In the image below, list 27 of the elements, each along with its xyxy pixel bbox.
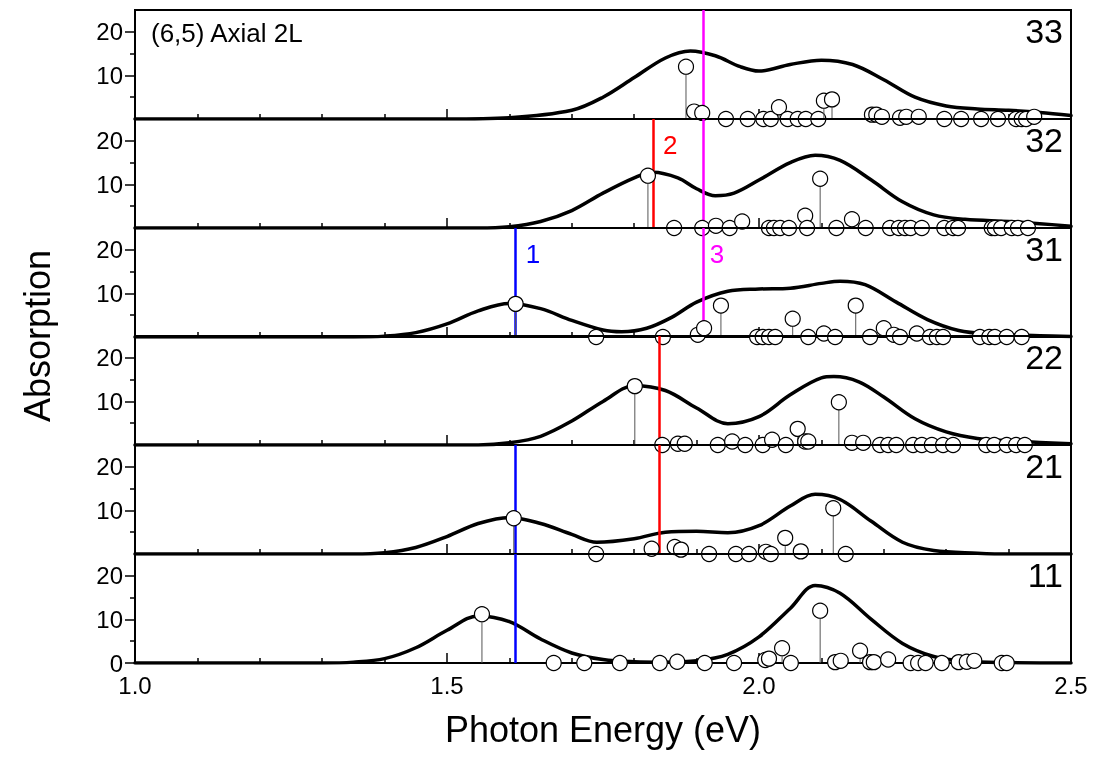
y-axis-title: Absorption [17, 250, 59, 423]
annotation: 31 [1025, 229, 1064, 268]
x-tick-label: 1.5 [430, 671, 464, 699]
annotation: 33 [1025, 12, 1064, 50]
annotation: 22 [1025, 338, 1064, 377]
y-tick-label: 10 [96, 61, 123, 89]
x-axis-title: Photon Energy (eV) [444, 708, 762, 750]
annotation: 21 [1025, 447, 1064, 486]
y-tick-label: 20 [96, 344, 123, 372]
y-tick-label: 20 [96, 127, 123, 155]
annotation: 3 [709, 238, 725, 269]
annotation: 11 [1027, 556, 1063, 594]
y-tick-label: 10 [96, 497, 123, 525]
y-tick-label: 20 [96, 562, 123, 590]
annotation: 1 [525, 238, 541, 269]
annotation: (6,5) Axial 2L [151, 18, 303, 48]
y-tick-label: 10 [96, 279, 123, 307]
x-tick-label: 2.0 [742, 671, 776, 699]
annotation: 32 [1025, 120, 1064, 159]
y-tick-label: 20 [96, 18, 123, 46]
x-tick-label: 2.5 [1054, 671, 1088, 699]
y-tick-label: 10 [96, 170, 123, 198]
y-tick-label: 20 [96, 235, 123, 263]
y-tick-label: 10 [96, 605, 123, 633]
y-tick-label: 20 [96, 453, 123, 481]
annotation: 2 [663, 129, 678, 160]
y-tick-label: 10 [96, 388, 123, 416]
